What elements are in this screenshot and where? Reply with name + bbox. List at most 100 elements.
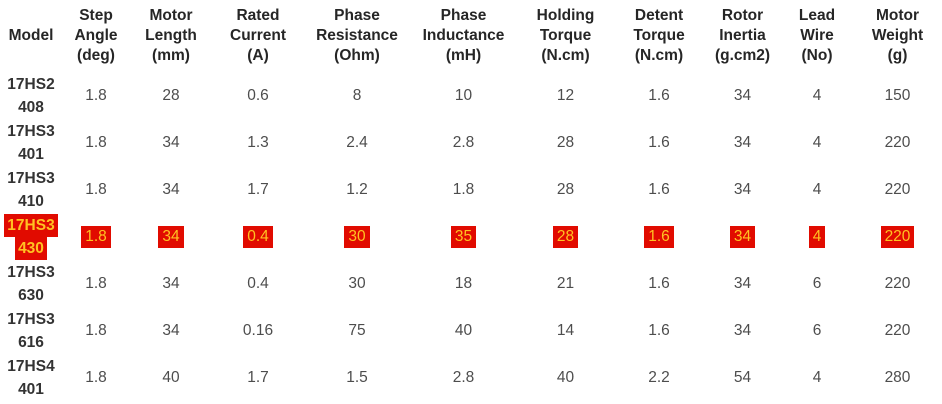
value-text: 1.5 [346,368,368,386]
column-header-line: Weight [871,27,924,44]
value-cell-detent-torque: 1.6 [614,72,704,119]
value-cell-step-angle: 1.8 [62,354,130,401]
value-cell-lead-wire: 4 [781,354,853,401]
column-header-line: Phase [440,7,487,24]
value-cell-holding-torque: 14 [517,307,614,354]
value-cell-phase-resistance: 1.2 [304,166,410,213]
value-cell-phase-inductance: 10 [410,72,517,119]
value-text: 28 [556,133,575,151]
column-header-lead-wire: Lead Wire (No) [781,0,853,72]
value-text: 1.8 [85,368,107,386]
value-cell-step-angle: 1.8 [62,213,130,260]
value-text: 1.8 [85,180,107,198]
value-text: 280 [884,368,911,386]
value-cell-rated-current: 0.4 [212,260,304,307]
column-header-phase-inductance: Phase Inductance (mH) [410,0,517,72]
value-text: 75 [348,321,366,339]
value-text: 34 [733,180,752,198]
value-cell-lead-wire: 6 [781,307,853,354]
value-text: 220 [884,180,911,198]
column-header-line: (N.cm) [634,47,684,64]
value-text: 1.7 [247,368,269,386]
table-row-17HS2408: 17HS2 408 1.8 28 0.6 8 10 12 1.6 34 4 150 [0,72,942,119]
value-text: 34 [733,321,752,339]
value-cell-phase-inductance: 1.8 [410,166,517,213]
model-text: 408 [18,98,44,116]
column-header-line: Step [79,7,113,24]
value-text: 6 [812,274,822,292]
model-text: 17HS3 [7,263,55,281]
table-row-17HS3401: 17HS3 401 1.8 34 1.3 2.4 2.8 28 1.6 34 4 220 [0,119,942,166]
value-cell-detent-torque: 1.6 [614,119,704,166]
value-text: 54 [733,368,752,386]
value-text: 1.2 [346,180,368,198]
value-text: 40 [556,368,575,386]
value-cell-rotor-inertia: 54 [704,354,781,401]
value-cell-rated-current: 1.7 [212,166,304,213]
value-text: 220 [884,133,911,151]
column-header-line: Resistance [316,27,398,44]
value-text: 1.8 [452,180,475,198]
value-text: 4 [812,180,822,198]
value-cell-motor-length: 34 [130,307,212,354]
column-header-line: (mH) [445,47,482,64]
value-text: 8 [352,86,362,104]
model-cell: 17HS3 630 [0,260,62,307]
value-cell-step-angle: 1.8 [62,166,130,213]
value-cell-phase-resistance: 2.4 [304,119,410,166]
value-text: 1.8 [85,133,107,151]
value-text: 2.2 [648,368,670,386]
value-cell-rated-current: 1.7 [212,354,304,401]
model-line: 17HS3 [0,308,62,331]
model-text: 430 [15,236,47,260]
table-row-17HS3630: 17HS3 630 1.8 34 0.4 30 18 21 1.6 34 6 220 [0,260,942,307]
column-header-line: Phase [334,7,380,24]
value-text: 1.8 [81,225,111,248]
model-text: 17HS3 [7,122,55,140]
value-cell-phase-resistance: 1.5 [304,354,410,401]
column-header-motor-weight: Motor Weight (g) [853,0,942,72]
value-cell-rotor-inertia: 34 [704,307,781,354]
value-cell-rotor-inertia: 34 [704,260,781,307]
value-text: 30 [344,225,370,248]
table-row-17HS3430: 17HS3 430 1.8 34 0.4 30 35 28 1.6 34 4 220 [0,213,942,260]
value-text: 14 [556,321,575,339]
model-text: 17HS3 [4,213,58,237]
value-text: 220 [884,321,911,339]
value-text: 220 [884,274,911,292]
value-text: 4 [812,133,822,151]
value-text: 40 [162,368,180,386]
value-cell-detent-torque: 1.6 [614,307,704,354]
value-text: 150 [884,86,911,104]
value-text: 1.3 [247,133,269,151]
value-text: 1.6 [648,274,670,292]
value-text: 0.4 [243,225,273,248]
column-header-line: (g) [887,47,908,64]
value-cell-motor-weight: 150 [853,72,942,119]
value-cell-lead-wire: 4 [781,119,853,166]
value-text: 34 [158,225,184,248]
model-line: 17HS4 [0,355,62,378]
value-text: 28 [556,180,575,198]
value-text: 12 [556,86,575,104]
value-cell-detent-torque: 1.6 [614,260,704,307]
value-text: 1.6 [648,321,670,339]
value-text: 2.8 [452,368,475,386]
model-text: 630 [18,286,44,304]
column-header-line: Inductance [422,27,505,44]
value-cell-rotor-inertia: 34 [704,72,781,119]
value-text: 1.8 [85,321,107,339]
column-header-line: Angle [74,27,118,44]
value-cell-holding-torque: 28 [517,166,614,213]
value-text: 1.8 [85,274,107,292]
value-text: 1.6 [648,86,670,104]
column-header-line: (A) [247,47,269,64]
value-text: 34 [162,321,180,339]
value-cell-motor-length: 40 [130,354,212,401]
value-cell-motor-weight: 220 [853,213,942,260]
column-header-line: (N.cm) [541,47,590,64]
column-header-line: Detent [634,7,684,24]
column-header-detent-torque: Detent Torque (N.cm) [614,0,704,72]
value-cell-step-angle: 1.8 [62,260,130,307]
